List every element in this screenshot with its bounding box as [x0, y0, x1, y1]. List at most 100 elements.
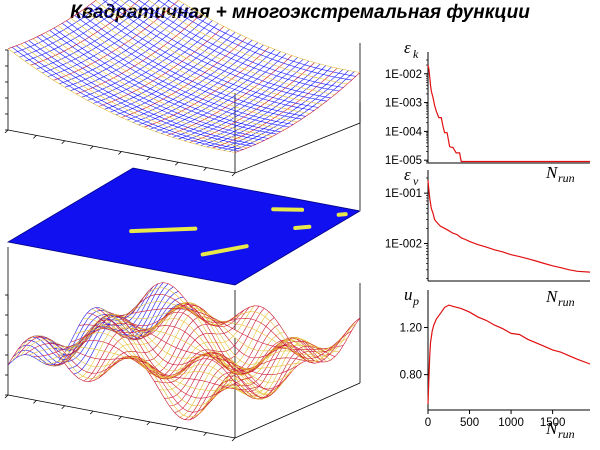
mesh-line [62, 22, 290, 128]
projection-plane [6, 167, 362, 286]
x-axis-label-subscript: run [558, 295, 575, 309]
mesh-line [49, 315, 277, 400]
y-axis-label-subscript: k [413, 47, 419, 61]
y-tick-label: 0.80 [400, 370, 422, 382]
mesh-line [95, 0, 323, 105]
y-tick-label: 1E-004 [385, 126, 423, 138]
axis-tick [33, 135, 37, 139]
search-path-4 [293, 224, 312, 231]
mesh-line [7, 48, 236, 153]
mesh-line [37, 332, 265, 394]
x-tick-label: 1000 [498, 417, 524, 429]
mesh-line [128, 287, 356, 362]
axis-tick [231, 172, 236, 177]
x-tick-label: 500 [460, 417, 479, 429]
chart-panel-3: 1.20 0.80 0 500 1000 1500 u p N run [400, 285, 591, 441]
mesh-line [74, 15, 302, 120]
mesh-line [20, 339, 248, 407]
mesh-line [7, 336, 236, 421]
y-axis-label: ε [404, 165, 411, 184]
y-tick-label: 1E-001 [385, 188, 422, 200]
mesh-line [82, 318, 311, 374]
mesh-line [111, 0, 331, 99]
plane-face [6, 167, 362, 286]
mesh-line [38, 282, 164, 351]
x-axis-label: N [545, 419, 559, 438]
mesh-line [32, 38, 261, 143]
mesh-line [223, 70, 349, 151]
mesh-line [12, 46, 240, 152]
y-tick-label: 1E-002 [385, 239, 422, 251]
y-tick-label: 1E-002 [385, 69, 422, 81]
mesh-line [16, 336, 244, 413]
mesh-line [66, 319, 294, 383]
mesh-line [112, 306, 340, 353]
axis-tick [231, 437, 236, 442]
y-axis-label-subscript: ν [413, 174, 419, 188]
figure-title: Квадратичная + многоэкстремальная функци… [70, 2, 530, 23]
axis-tick [89, 145, 94, 150]
mesh-line [124, 293, 352, 359]
mesh-line [41, 34, 269, 139]
mesh-line [24, 42, 252, 147]
axis-tick [174, 426, 179, 431]
axis-tick [4, 129, 9, 134]
x-axis-label: N [545, 163, 559, 182]
mesh-line [16, 45, 244, 150]
axis-tick [174, 161, 179, 166]
mesh-line [177, 0, 361, 73]
y-axis-label-subscript: p [412, 294, 419, 308]
mesh-line [53, 27, 281, 133]
series-line [427, 304, 591, 405]
mesh-line [57, 25, 286, 130]
box-edge [7, 122, 361, 174]
mesh-line [62, 315, 290, 390]
surface-plots-group [4, 0, 362, 442]
mesh-line [64, 7, 191, 88]
mesh-line [28, 346, 256, 391]
multiextremal-surface [7, 282, 361, 421]
mesh-line [167, 0, 356, 77]
mesh-line [102, 0, 327, 102]
series-line [427, 180, 591, 273]
mesh-line [57, 313, 286, 395]
quadratic-surface-frame [4, 43, 361, 177]
mesh-line [99, 301, 327, 371]
y-tick-label: 1E-003 [385, 98, 422, 110]
search-path-1 [129, 226, 198, 234]
mesh-line [41, 325, 269, 398]
mesh-line [49, 30, 277, 135]
series-line [427, 64, 590, 163]
mesh-line [206, 66, 332, 148]
mesh-line [20, 43, 248, 149]
x-axis-label-subscript: run [558, 171, 575, 185]
axis-tick [118, 151, 122, 155]
axis-tick [203, 167, 207, 171]
multiextremal-surface-frame [4, 283, 361, 442]
mesh-line [7, 0, 97, 49]
mesh-line [53, 0, 179, 81]
mesh-line [70, 17, 298, 123]
box-edge [7, 382, 361, 439]
x-tick-label: 0 [425, 417, 431, 429]
mesh-line [74, 327, 302, 370]
mesh-line [37, 36, 265, 141]
mesh-line [147, 0, 348, 85]
y-tick-label: 1.20 [400, 322, 422, 334]
mesh-line [32, 340, 261, 390]
mesh-line [107, 304, 336, 359]
mesh-line [91, 3, 319, 108]
axis-tick [89, 410, 94, 415]
mesh-line [129, 0, 340, 92]
mesh-line [78, 324, 306, 371]
y-tick-label: 1E-005 [385, 155, 422, 167]
mesh-line [157, 0, 352, 81]
mesh-line [120, 301, 348, 355]
x-tick-label: 1500 [540, 417, 566, 429]
axis-tick [61, 140, 66, 145]
mesh-line [66, 20, 294, 125]
quadratic-surface [7, 0, 361, 153]
